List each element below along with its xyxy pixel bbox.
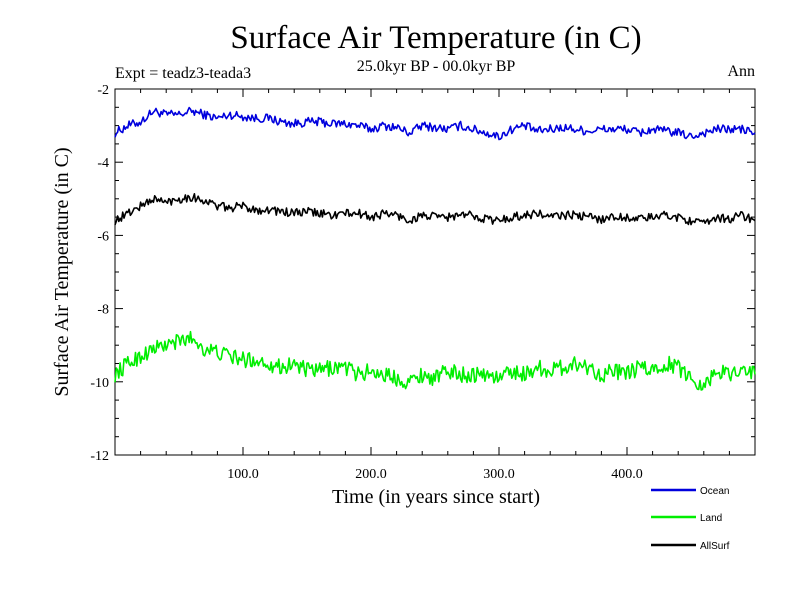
y-tick-label: -2 <box>97 83 109 98</box>
y-tick-label: -12 <box>90 449 109 464</box>
y-tick-label: -8 <box>97 303 109 318</box>
season-label: Ann <box>727 63 755 80</box>
experiment-label: Expt = teadz3-teada3 <box>115 65 251 82</box>
y-tick-label: -4 <box>97 156 109 171</box>
x-tick-label: 100.0 <box>227 467 259 482</box>
plot-frame <box>114 88 756 456</box>
y-tick-label: -6 <box>97 229 109 244</box>
x-tick-label: 300.0 <box>483 467 515 482</box>
legend-label-ocean: Ocean <box>700 486 729 497</box>
legend-label-allsurf: AllSurf <box>700 541 730 552</box>
series-line-land <box>114 330 756 391</box>
series-line-allsurf <box>114 193 756 226</box>
chart-title: Surface Air Temperature (in C) <box>230 20 641 56</box>
series-line-ocean <box>114 106 756 141</box>
x-tick-label: 400.0 <box>611 467 643 482</box>
series-lines <box>114 106 756 391</box>
legend: Ocean Land AllSurf <box>651 486 730 552</box>
chart-subtitle: 25.0kyr BP - 00.0kyr BP <box>357 58 516 75</box>
y-tick-label: -10 <box>90 376 109 391</box>
legend-label-land: Land <box>700 513 722 524</box>
axis-ticks: -2 -4 -6 -8 -10 -12 100.0 200.0 300.0 400.0 <box>90 83 755 482</box>
x-tick-label: 200.0 <box>355 467 387 482</box>
x-axis-label: Time (in years since start) <box>332 486 540 508</box>
y-axis-label: Surface Air Temperature (in C) <box>51 147 73 396</box>
